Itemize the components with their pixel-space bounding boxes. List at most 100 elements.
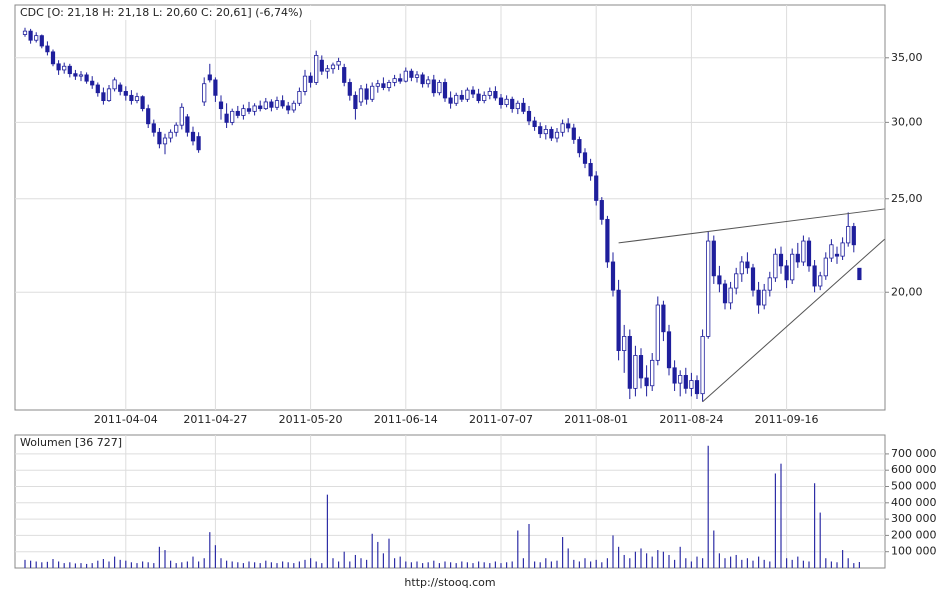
candle-body bbox=[325, 68, 330, 72]
candle-body bbox=[146, 108, 151, 125]
volume-bar bbox=[315, 561, 317, 568]
candle-body bbox=[101, 92, 106, 102]
volume-bar bbox=[718, 553, 720, 568]
candle-body bbox=[403, 70, 408, 82]
volume-bar bbox=[780, 463, 782, 568]
volume-bar bbox=[842, 550, 844, 568]
candle-body bbox=[420, 74, 425, 85]
candle-body bbox=[106, 88, 112, 102]
candle-body bbox=[851, 226, 856, 246]
candle-body bbox=[95, 84, 100, 94]
volume-bar bbox=[214, 545, 216, 568]
candle-body bbox=[560, 123, 565, 133]
candle-body bbox=[778, 253, 784, 267]
volume-bar bbox=[24, 559, 26, 568]
volume-bar bbox=[265, 560, 267, 568]
candle-body bbox=[482, 94, 487, 102]
volume-bar bbox=[534, 561, 536, 568]
candle-body bbox=[554, 131, 560, 139]
candle-body bbox=[90, 80, 95, 86]
volume-title-bg bbox=[17, 436, 117, 450]
candle-body bbox=[84, 74, 89, 82]
volume-bar bbox=[97, 560, 99, 568]
volume-bar bbox=[774, 473, 776, 568]
volume-bar bbox=[472, 563, 474, 568]
volume-bar bbox=[741, 559, 743, 568]
volume-bar bbox=[550, 561, 552, 568]
candle-body bbox=[594, 175, 599, 201]
candle-body bbox=[504, 98, 509, 106]
volume-bar bbox=[853, 563, 855, 568]
volume-bar bbox=[130, 562, 132, 568]
volume-bar bbox=[338, 561, 340, 568]
candle-body bbox=[526, 110, 532, 122]
volume-bar bbox=[282, 561, 284, 568]
volume-bar bbox=[209, 532, 211, 568]
marks bbox=[22, 27, 885, 568]
candle-body bbox=[207, 74, 212, 81]
candle-body bbox=[689, 380, 694, 389]
candle-body bbox=[230, 110, 235, 123]
volume-bar bbox=[578, 561, 580, 568]
candle-body bbox=[224, 113, 229, 123]
volume-bar bbox=[388, 538, 390, 568]
volume-bar bbox=[595, 559, 597, 568]
volume-bar bbox=[724, 558, 726, 568]
volume-bar bbox=[321, 563, 323, 568]
volume-bar bbox=[623, 554, 625, 568]
volume-bar bbox=[707, 445, 709, 568]
volume-bar bbox=[147, 562, 149, 568]
volume-bar bbox=[679, 546, 681, 568]
volume-bar bbox=[354, 554, 356, 568]
volume-bar bbox=[702, 558, 704, 568]
volume-bar bbox=[808, 561, 810, 568]
candle-body bbox=[319, 59, 324, 72]
volume-bar bbox=[377, 541, 379, 568]
candle-body bbox=[454, 94, 459, 104]
volume-bar bbox=[326, 494, 328, 568]
candle-body bbox=[857, 267, 862, 281]
volume-bar bbox=[847, 558, 849, 568]
volume-bar bbox=[248, 561, 250, 568]
candle-body bbox=[78, 74, 84, 77]
price-panel bbox=[14, 4, 886, 411]
volume-bar bbox=[181, 562, 183, 568]
candle-body bbox=[202, 83, 207, 103]
volume-bar bbox=[478, 561, 480, 568]
volume-bar bbox=[836, 562, 838, 568]
volume-bar bbox=[825, 558, 827, 568]
candle-body bbox=[846, 226, 851, 244]
volume-bar bbox=[500, 563, 502, 568]
volume-bar bbox=[58, 561, 60, 568]
candle-body bbox=[118, 84, 123, 92]
volume-bar bbox=[310, 558, 312, 568]
volume-bar bbox=[259, 563, 261, 568]
volume-bar bbox=[690, 561, 692, 568]
candle-body bbox=[678, 374, 683, 384]
candle-body bbox=[465, 89, 470, 100]
volume-bar bbox=[522, 558, 524, 568]
candle-body bbox=[498, 97, 504, 106]
volume-bar bbox=[651, 556, 653, 568]
candle-body bbox=[336, 60, 341, 66]
volume-bar bbox=[220, 558, 222, 568]
trendline bbox=[702, 238, 885, 403]
volume-bar bbox=[237, 562, 239, 568]
candle-body bbox=[750, 267, 756, 291]
volume-bar bbox=[332, 558, 334, 568]
candle-body bbox=[168, 131, 173, 139]
x-tick-label: 2011-09-16 bbox=[755, 413, 819, 426]
volume-bar bbox=[293, 563, 295, 568]
volume-bar bbox=[86, 563, 88, 568]
y-tick-label: 200 000 bbox=[891, 528, 937, 541]
volume-bar bbox=[203, 558, 205, 568]
candle-body bbox=[638, 355, 644, 379]
volume-bar bbox=[254, 562, 256, 568]
candle-body bbox=[364, 88, 369, 100]
candle-body bbox=[414, 74, 420, 78]
volume-bar bbox=[69, 562, 71, 568]
volume-bar bbox=[119, 559, 121, 568]
candle-body bbox=[538, 126, 543, 135]
volume-bar bbox=[422, 563, 424, 568]
candle-body bbox=[605, 218, 610, 263]
